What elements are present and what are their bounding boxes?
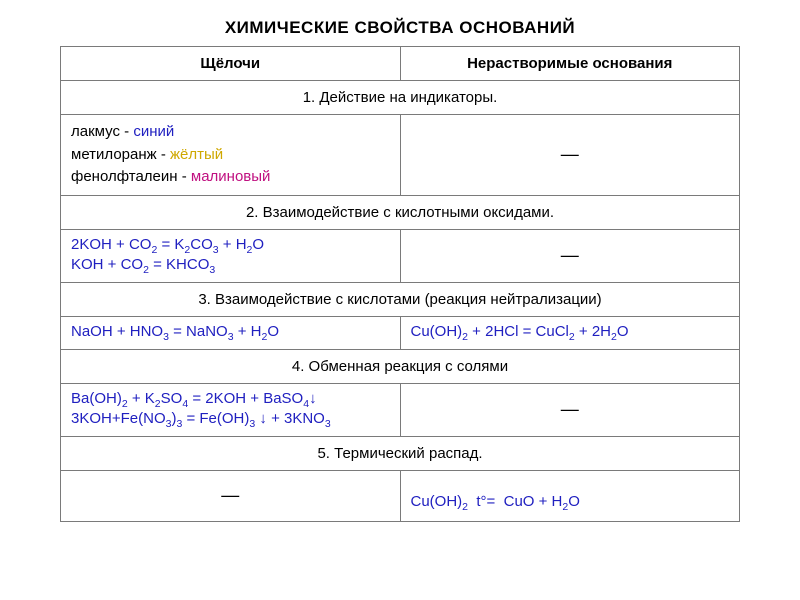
header-right: Нерастворимые основания (400, 47, 740, 81)
row-thermal: — Cu(OH)2 t°= CuO + H2O (61, 470, 740, 521)
thermal-left-dash: — (61, 470, 401, 521)
reaction-5-right: Cu(OH)2 t°= CuO + H2O (411, 493, 580, 510)
thermal-right: Cu(OH)2 t°= CuO + H2O (400, 470, 740, 521)
section-2: 2. Взаимодействие с кислотными оксидами. (61, 195, 740, 229)
section-4: 4. Обменная реакция с солями (61, 349, 740, 383)
litmus-color: синий (133, 123, 174, 140)
reaction-2a: 2KOH + CO2 = K2CO3 + H2O (71, 236, 390, 256)
section-3: 3. Взаимодействие с кислотами (реакция н… (61, 282, 740, 316)
section-1: 1. Действие на индикаторы. (61, 81, 740, 115)
section-5: 5. Термический распад. (61, 436, 740, 470)
page-title: ХИМИЧЕСКИЕ СВОЙСТВА ОСНОВАНИЙ (225, 18, 575, 38)
acid-oxides-left: 2KOH + CO2 = K2CO3 + H2O KOH + CO2 = KHC… (61, 229, 401, 282)
phenol-label: фенолфталеин - (71, 168, 191, 185)
salts-left: Ba(OH)2 + K2SO4 = 2KOH + BaSO4↓ 3KOH+Fe(… (61, 383, 401, 436)
indicators-right-dash: — (400, 115, 740, 196)
header-row: Щёлочи Нерастворимые основания (61, 47, 740, 81)
reaction-3-right: Cu(OH)2 + 2HCl = CuCl2 + 2H2O (411, 323, 629, 340)
litmus-label: лакмус - (71, 123, 133, 140)
neutralization-right: Cu(OH)2 + 2HCl = CuCl2 + 2H2O (400, 316, 740, 349)
indicators-cell: лакмус - синий метилоранж - жёлтый фенол… (61, 115, 401, 196)
row-indicators: лакмус - синий метилоранж - жёлтый фенол… (61, 115, 740, 196)
row-acid-oxides: 2KOH + CO2 = K2CO3 + H2O KOH + CO2 = KHC… (61, 229, 740, 282)
neutralization-left: NaOH + HNO3 = NaNO3 + H2O (61, 316, 401, 349)
reaction-4a: Ba(OH)2 + K2SO4 = 2KOH + BaSO4↓ (71, 390, 390, 410)
row-neutralization: NaOH + HNO3 = NaNO3 + H2O Cu(OH)2 + 2HCl… (61, 316, 740, 349)
header-left: Щёлочи (61, 47, 401, 81)
reaction-2b: KOH + CO2 = KHCO3 (71, 256, 390, 276)
salts-right-dash: — (400, 383, 740, 436)
methyl-color: жёлтый (170, 146, 223, 163)
row-salts: Ba(OH)2 + K2SO4 = 2KOH + BaSO4↓ 3KOH+Fe(… (61, 383, 740, 436)
methyl-label: метилоранж - (71, 146, 170, 163)
properties-table: Щёлочи Нерастворимые основания 1. Действ… (60, 46, 740, 522)
reaction-4b: 3KOH+Fe(NO3)3 = Fe(OH)3 ↓ + 3KNO3 (71, 410, 390, 430)
phenol-color: малиновый (191, 168, 271, 185)
reaction-3-left: NaOH + HNO3 = NaNO3 + H2O (71, 323, 279, 340)
acid-oxides-right-dash: — (400, 229, 740, 282)
